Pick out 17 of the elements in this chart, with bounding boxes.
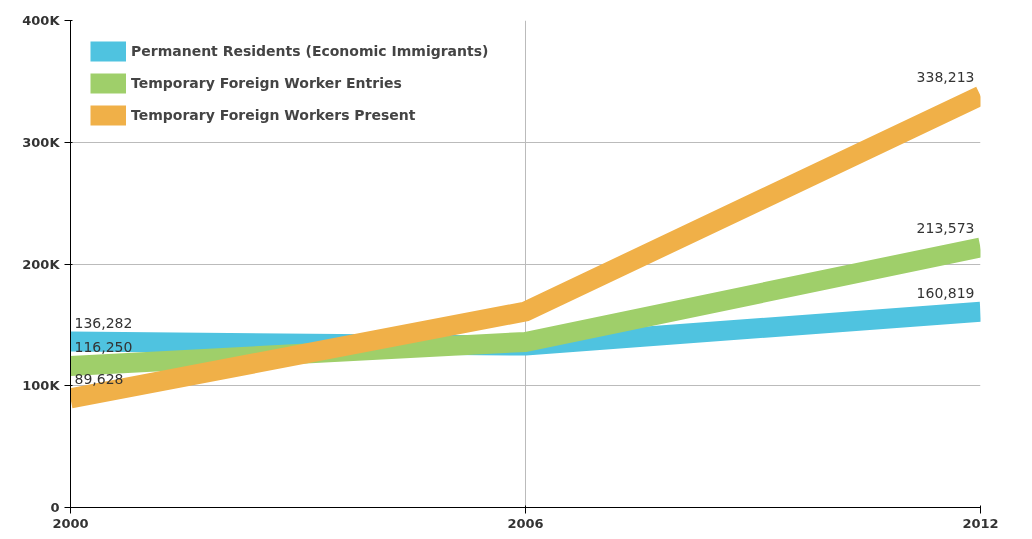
y-tick-label: 400K bbox=[22, 13, 61, 28]
data-label: 116,250 bbox=[74, 338, 133, 355]
legend-label: Permanent Residents (Economic Immigrants) bbox=[131, 43, 489, 59]
data-label: 213,573 bbox=[916, 220, 975, 237]
data-label: 338,213 bbox=[916, 68, 975, 85]
x-tick-label: 2006 bbox=[507, 515, 544, 531]
y-tick-label: 0 bbox=[50, 500, 60, 515]
x-tick-label: 2000 bbox=[52, 515, 89, 531]
legend-label: Temporary Foreign Worker Entries bbox=[131, 75, 402, 91]
y-tick-label: 100K bbox=[22, 378, 61, 394]
data-label: 136,282 bbox=[74, 314, 133, 331]
legend-label: Temporary Foreign Workers Present bbox=[131, 107, 416, 123]
y-tick-label: 300K bbox=[22, 134, 61, 150]
data-label: 89,628 bbox=[74, 371, 124, 388]
y-tick-label: 200K bbox=[22, 256, 61, 272]
data-label: 160,819 bbox=[916, 284, 975, 301]
x-tick-label: 2012 bbox=[962, 515, 999, 531]
